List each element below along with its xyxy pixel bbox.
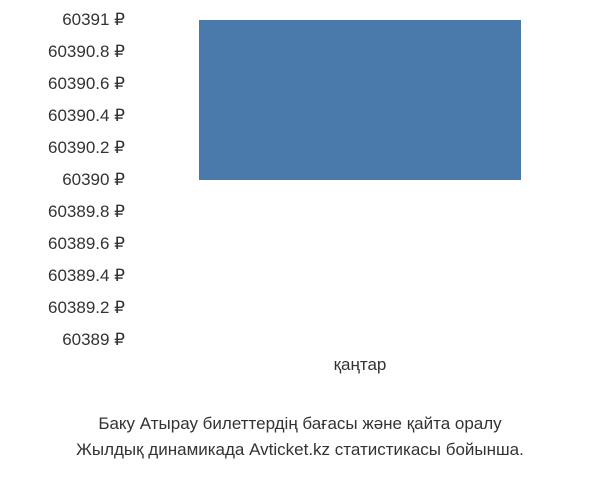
caption-line-2: Жылдық динамикада Avticket.kz статистика… (10, 437, 590, 463)
y-tick: 60390.8 ₽ (0, 42, 125, 62)
y-axis: 60391 ₽ 60390.8 ₽ 60390.6 ₽ 60390.4 ₽ 60… (0, 10, 130, 340)
y-tick: 60390 ₽ (0, 170, 125, 190)
chart-caption: Баку Атырау билеттердің бағасы және қайт… (0, 411, 600, 462)
y-tick: 60389.8 ₽ (0, 202, 125, 222)
y-tick: 60389.4 ₽ (0, 266, 125, 286)
y-tick: 60391 ₽ (0, 10, 125, 30)
y-tick: 60389 ₽ (0, 330, 125, 350)
x-label: қаңтар (334, 355, 387, 375)
y-tick: 60390.4 ₽ (0, 106, 125, 126)
price-chart: 60391 ₽ 60390.8 ₽ 60390.6 ₽ 60390.4 ₽ 60… (0, 10, 600, 380)
caption-line-1: Баку Атырау билеттердің бағасы және қайт… (10, 411, 590, 437)
y-tick: 60389.6 ₽ (0, 234, 125, 254)
y-tick: 60389.2 ₽ (0, 298, 125, 318)
plot-area: қаңтар (130, 10, 590, 340)
bar-january (199, 20, 521, 180)
y-tick: 60390.2 ₽ (0, 138, 125, 158)
y-tick: 60390.6 ₽ (0, 74, 125, 94)
